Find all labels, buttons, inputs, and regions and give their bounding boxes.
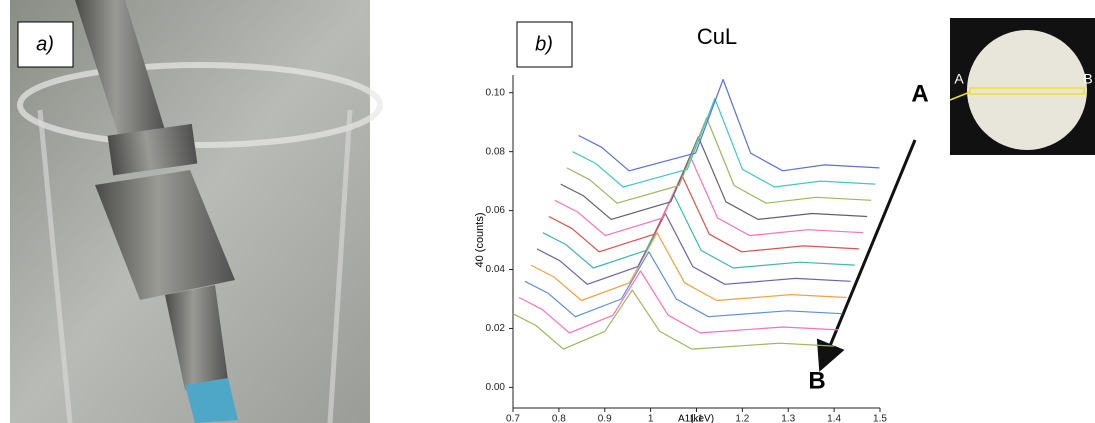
panel-label: b) <box>535 33 553 55</box>
panel-label-b: b) <box>516 21 573 68</box>
arrow <box>816 139 917 372</box>
x-tick-label: 0.9 <box>598 414 612 423</box>
inset-label: A <box>954 71 964 87</box>
panel-label: a) <box>36 33 54 55</box>
series-line <box>572 98 876 188</box>
x-tick-label: 1.5 <box>873 414 887 423</box>
annotation: A <box>911 80 928 107</box>
chart-title: CuL <box>697 24 737 49</box>
y-tick-label: 0.10 <box>486 87 506 98</box>
x-tick-label: 1 <box>648 414 654 423</box>
series-line <box>542 193 855 269</box>
series-line <box>578 78 880 172</box>
panel-label-a: a) <box>17 21 74 68</box>
x-tick-label: 1.2 <box>735 414 749 423</box>
series-line <box>560 136 868 220</box>
series-line <box>566 117 872 204</box>
series-line <box>518 270 839 334</box>
y-axis-label: 40 (counts) <box>474 212 486 267</box>
series-line <box>524 251 843 318</box>
y-tick-label: 0.04 <box>486 264 506 275</box>
y-tick-label: 0.08 <box>486 146 506 157</box>
y-tick-label: 0.00 <box>486 382 506 393</box>
x-tick-label: 1.4 <box>827 414 841 423</box>
y-tick-label: 0.02 <box>486 323 506 334</box>
inset-label: B <box>1083 71 1092 87</box>
series-line <box>512 289 835 350</box>
series-line <box>536 212 851 285</box>
x-tick-label: 0.7 <box>506 414 520 423</box>
x-tick-label: 1.1 <box>690 414 704 423</box>
annotation: B <box>808 367 825 394</box>
series-line <box>530 232 847 302</box>
photo-a <box>10 0 383 423</box>
x-tick-label: 0.8 <box>552 414 566 423</box>
y-tick-label: 0.06 <box>486 205 506 216</box>
inset-photo: A B <box>949 18 1095 155</box>
x-axis-label: A1(keV) <box>678 414 714 423</box>
x-tick-label: 1.3 <box>781 414 795 423</box>
